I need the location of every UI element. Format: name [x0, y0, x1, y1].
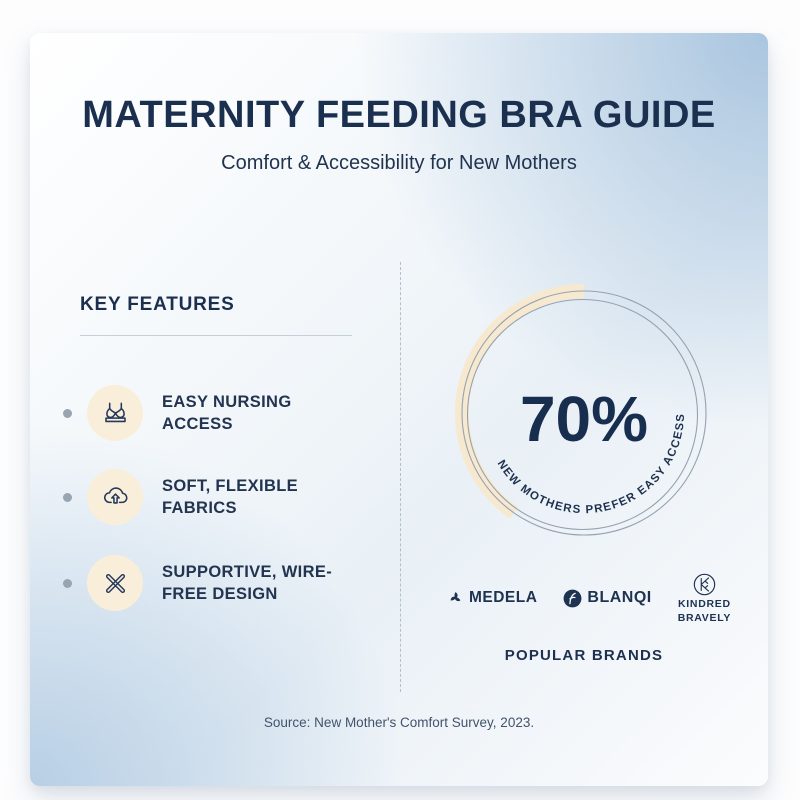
- brand-name: BLANQI: [587, 589, 652, 606]
- soft-cloud-icon: [103, 486, 128, 504]
- feature-label: SUPPORTIVE, WIRE-FREE DESIGN: [162, 563, 333, 603]
- feature-icon-badge: [87, 555, 143, 611]
- feature-row-soft-fabrics: SOFT, FLEXIBLE FABRICS: [58, 469, 398, 525]
- features-divider: [80, 335, 352, 336]
- bullet-dot: [63, 492, 72, 502]
- brand-name-line2: BRAVELY: [677, 611, 732, 624]
- popular-brands-heading: POPULAR BRANDS: [504, 647, 664, 664]
- gauge-value: 70%: [520, 383, 648, 455]
- bullet-dot: [63, 408, 72, 418]
- crossed-wires-icon: [105, 573, 125, 593]
- feature-row-easy-nursing-access: EASY NURSING ACCESS: [58, 385, 398, 441]
- gauge-outer-ring: [461, 290, 707, 536]
- bullet-dot: [63, 578, 72, 588]
- source-note: Source: New Mother's Comfort Survey, 202…: [263, 715, 535, 730]
- feature-row-wire-free: SUPPORTIVE, WIRE-FREE DESIGN: [58, 555, 398, 611]
- feature-label: SOFT, FLEXIBLE FABRICS: [162, 477, 298, 517]
- medela-logo-icon: [450, 591, 461, 601]
- feature-icon-badge: [87, 385, 143, 441]
- kindred-bravely-logo-icon: [693, 573, 716, 595]
- key-features-heading: KEY FEATURES: [80, 294, 235, 315]
- infographic-card: MATERNITY FEEDING BRA GUIDE Comfort & Ac…: [30, 33, 768, 786]
- brand-name-line1: KINDRED: [678, 597, 731, 610]
- gauge-chart: 70% NEW MOTHERS PREFER EASY ACCESS: [444, 273, 724, 553]
- gauge-inner-ring: [466, 298, 699, 531]
- brand-kindred-bravely: KINDRED BRAVELY: [678, 573, 731, 624]
- brand-name: MEDELA: [468, 589, 538, 606]
- page-title: MATERNITY FEEDING BRA GUIDE: [82, 94, 716, 136]
- brand-medela: MEDELA: [447, 589, 537, 607]
- column-divider: [400, 262, 401, 692]
- nursing-bra-icon: [104, 402, 126, 422]
- feature-icon-badge: [87, 469, 143, 525]
- feature-label: EASY NURSING ACCESS: [162, 393, 292, 433]
- blanqi-logo-icon: [563, 589, 582, 607]
- brand-blanqi: BLANQI: [563, 589, 651, 608]
- brands-row: MEDELA BLANQI KINDRED BRAVELY: [400, 563, 768, 633]
- page-subtitle: Comfort & Accessibility for New Mothers: [221, 152, 577, 174]
